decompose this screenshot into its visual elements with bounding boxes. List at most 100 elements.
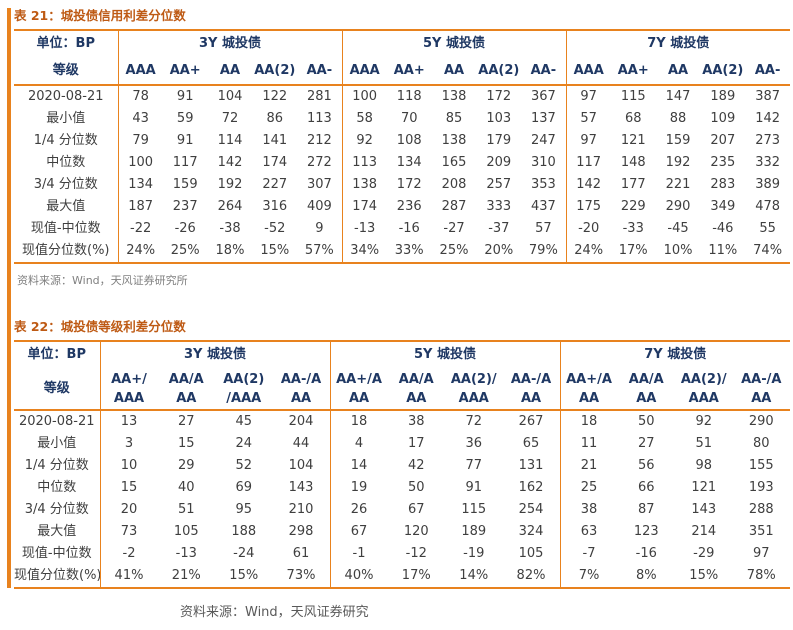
cell: 210: [288, 502, 314, 517]
cell: 121: [691, 480, 717, 495]
cell: 134: [117, 174, 163, 196]
cell: -16: [635, 546, 657, 561]
cell: 38: [407, 414, 425, 429]
cell: 298: [288, 524, 314, 539]
cell: 120: [403, 524, 429, 539]
cell: 281: [306, 89, 332, 104]
row-label: 3/4 分位数: [24, 502, 89, 517]
col-header-7y-3: AA(2): [700, 57, 746, 86]
cell: 123: [633, 524, 659, 539]
cell: -19: [463, 546, 485, 561]
table21-source-note: 资料来源：Wind，天风证券研究所: [17, 274, 188, 287]
cell: 73%: [286, 568, 316, 583]
cell: 332: [755, 155, 781, 170]
cell: 95: [235, 502, 253, 517]
cell: 142: [755, 111, 781, 126]
col-header-7y-1: AA/A AA: [617, 368, 675, 411]
cell: 264: [217, 199, 243, 214]
col-header-5y-2: AA(2)/ AAA: [445, 368, 503, 411]
cell: 155: [748, 458, 774, 473]
cell: 25%: [170, 243, 200, 258]
table-row: 3/4 分位数 134 159 192 227 307 138 172 208 257 353 142…: [14, 174, 790, 196]
cell: 209: [486, 155, 512, 170]
cell: -37: [488, 221, 510, 236]
cell: 79: [117, 130, 163, 152]
cell: 8%: [635, 568, 657, 583]
cell: 437: [530, 199, 556, 214]
cell: 104: [288, 458, 314, 473]
cell: 290: [665, 199, 691, 214]
left-accent-bar: [7, 8, 11, 588]
col-header-3y-1: AA/A AA: [157, 368, 215, 411]
cell: 43: [117, 108, 163, 130]
cell: 61: [292, 546, 310, 561]
cell: 143: [288, 480, 314, 495]
table-row: 现值-中位数 -2 -13 -24 61 -1 -12 -19 105 -7 -16 -29 97: [14, 543, 790, 565]
cell: 34%: [341, 240, 387, 263]
cell: 288: [748, 502, 774, 517]
row-label: 3/4 分位数: [33, 177, 98, 192]
cell: 85: [445, 111, 463, 126]
cell: 207: [710, 133, 736, 148]
cell: 122: [262, 89, 288, 104]
cell: 208: [441, 177, 467, 192]
table-row: 最大值 187 237 264 316 409 174 236 287 333 437 175 229 2…: [14, 196, 790, 218]
cell: 138: [441, 89, 467, 104]
header-row-ratings: 等级 AAA AA+ AA AA(2) AA- AAA AA+ AA AA(2) AA- AAA AA+…: [14, 57, 791, 86]
cell: 142: [217, 155, 243, 170]
cell: 52: [235, 458, 253, 473]
cell: 65: [522, 436, 540, 451]
cell: 159: [172, 177, 198, 192]
table22-grade-spread-percentiles: 单位：BP 3Y 城投债 5Y 城投债 7Y 城投债 等级 AA+/ AAA AA/A AA…: [14, 340, 790, 589]
table22-title: 表 22：城投债等级利差分位数: [14, 319, 186, 334]
row-label: 现值分位数(%): [14, 568, 100, 583]
cell: 131: [518, 458, 544, 473]
cell: 55: [759, 221, 776, 236]
cell: 387: [755, 89, 781, 104]
cell: 389: [755, 177, 781, 192]
cell: 20%: [484, 243, 514, 258]
row-label: 2020-08-21: [18, 414, 95, 429]
cell: 247: [530, 133, 556, 148]
col-header-3y-1: AA+: [162, 57, 208, 86]
cell: 187: [117, 196, 163, 218]
cell: -1: [329, 543, 388, 565]
cell: 42: [407, 458, 425, 473]
table-row: 最小值 43 59 72 86 113 58 70 85 103 137 57 68 88 109 142: [14, 108, 790, 130]
cell: -13: [175, 546, 197, 561]
page-source-note: 资料来源：Wind，天风证券研究: [180, 605, 369, 620]
cell: 15: [177, 436, 195, 451]
cell: 15%: [689, 568, 719, 583]
cell: 15%: [260, 243, 290, 258]
table21-credit-spread-percentiles: 单位：BP 3Y 城投债 5Y 城投债 7Y 城投债 等级 AAA AA+ AA AA(2) AA…: [14, 29, 791, 264]
cell: 70: [400, 111, 418, 126]
cell: 18: [559, 410, 618, 433]
cell: 97: [565, 85, 611, 108]
cell: 409: [306, 199, 332, 214]
col-header-5y-3: AA(2): [476, 57, 522, 86]
cell: 115: [620, 89, 646, 104]
cell: 212: [306, 133, 332, 148]
cell: 91: [176, 133, 194, 148]
cell: 162: [518, 480, 544, 495]
cell: 235: [710, 155, 736, 170]
cell: 100: [117, 152, 163, 174]
header-row-groups: 单位：BP 3Y 城投债 5Y 城投债 7Y 城投债: [14, 30, 791, 57]
cell: 192: [665, 155, 691, 170]
cell: -27: [443, 221, 465, 236]
cell: 80: [752, 436, 770, 451]
cell: 68: [624, 111, 642, 126]
cell: 24: [235, 436, 253, 451]
cell: 14%: [459, 568, 489, 583]
cell: 267: [518, 414, 544, 429]
cell: 137: [530, 111, 556, 126]
cell: 82%: [516, 568, 546, 583]
cell: 40%: [329, 565, 388, 588]
cell: 113: [306, 111, 332, 126]
table-row: 中位数 15 40 69 143 19 50 91 162 25 66 121 193: [14, 477, 790, 499]
cell: 214: [691, 524, 717, 539]
cell: 19: [329, 477, 388, 499]
col-header-5y-0: AAA: [341, 57, 387, 86]
group-header-3y: 3Y 城投债: [99, 341, 330, 368]
cell: 73: [99, 521, 158, 543]
